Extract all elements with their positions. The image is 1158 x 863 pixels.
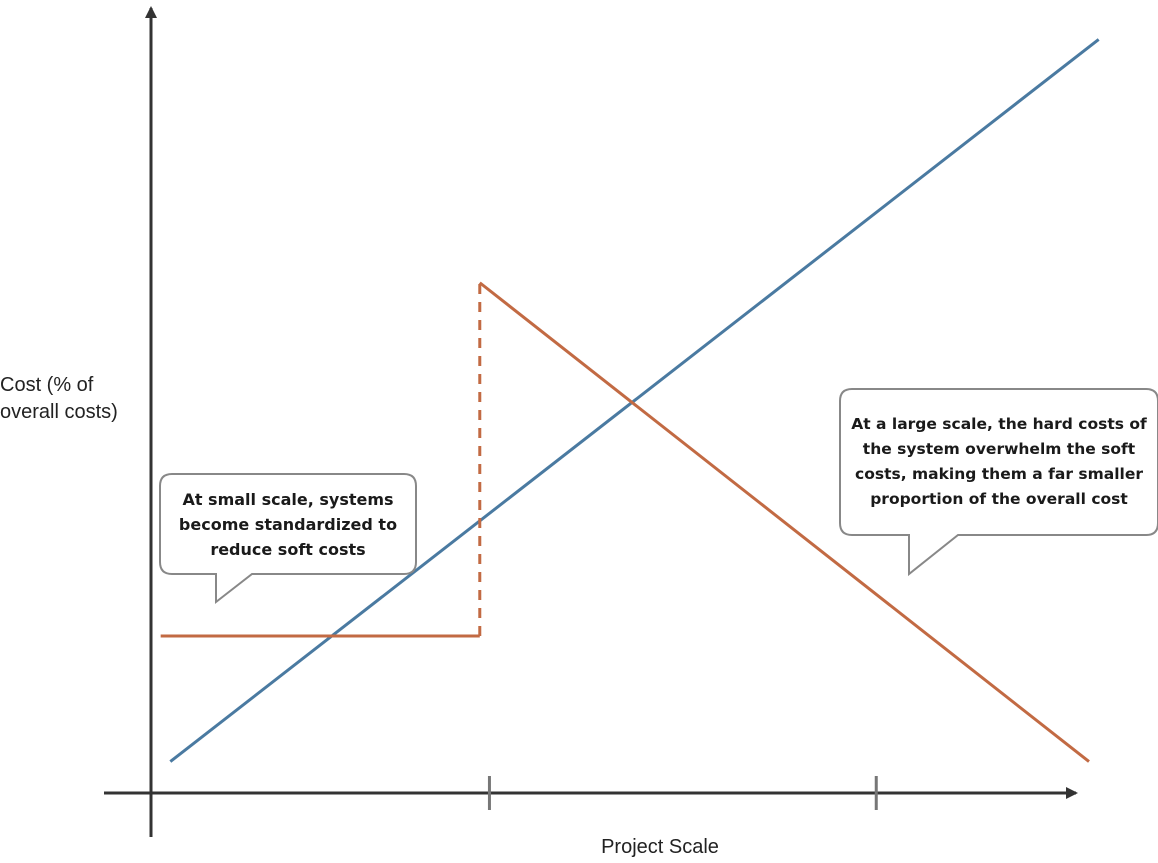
callout-line: become standardized to xyxy=(178,514,398,534)
x-axis-label: Project Scale xyxy=(601,836,719,858)
y-axis-label-line: Cost (% of xyxy=(0,374,94,396)
series-1-line-1 xyxy=(169,38,1100,763)
callout-line: costs, making them a far smaller xyxy=(855,465,1143,483)
callout-line: reduce soft costs xyxy=(210,539,366,559)
y-axis-label: Cost (% of overall costs) xyxy=(0,372,150,426)
callout-large-scale-text: At a large scale, the hard costs of the … xyxy=(840,389,1158,535)
callout-line: proportion of the overall cost xyxy=(870,490,1128,508)
y-axis-label-line: overall costs) xyxy=(0,401,118,423)
callout-line: the system overwhelm the soft xyxy=(862,440,1136,458)
callout-small-scale-text: At small scale, systems become standardi… xyxy=(160,474,416,574)
callout-large-scale-bubble xyxy=(839,388,1158,577)
callout-small-scale xyxy=(159,473,417,605)
series-2-line-3 xyxy=(478,281,1090,763)
callout-line: At small scale, systems xyxy=(182,489,394,509)
callout-line: At a large scale, the hard costs of xyxy=(851,415,1147,433)
callout-large-scale xyxy=(839,388,1158,577)
callout-small-scale-bubble xyxy=(159,473,417,605)
